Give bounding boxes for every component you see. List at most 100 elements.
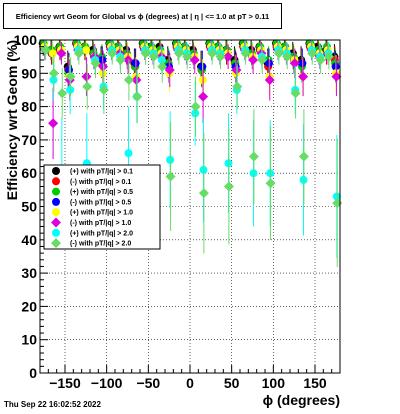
legend-marker [52,228,60,237]
data-point [40,44,51,55]
legend-entry: (-) with pT/|q| > 0.5 [52,197,131,206]
data-point [140,48,151,59]
legend-marker [52,187,60,196]
data-point [298,151,309,162]
legend: (+) with pT/|q| > 0.1 (-) with pT/|q| > 0… [43,164,161,250]
legend-marker [51,217,61,228]
data-point [331,71,342,82]
x-tick-label: −150 [49,375,81,391]
data-point [48,68,59,79]
data-point [240,48,251,59]
x-tick-label: 150 [303,375,327,391]
x-tick-label: 0 [186,375,194,391]
legend-entry: (+) with pT/|q| > 0.5 [52,187,133,196]
data-point [98,84,109,95]
data-point [215,51,226,62]
data-point [232,81,243,92]
y-tick-label: 70 [21,132,37,148]
data-point [107,48,118,59]
data-point [124,149,133,158]
legend-label: (-) with pT/|q| > 2.0 [70,241,131,248]
y-tick-label: 80 [21,99,37,115]
data-point [81,71,92,82]
data-point [323,51,334,62]
data-point [190,101,201,112]
data-point [290,88,301,99]
data-point [48,118,59,129]
legend-entry: (+) with pT/|q| > 2.0 [52,228,133,237]
y-tick-label: 0 [29,365,37,381]
data-series [38,39,343,267]
data-point [115,54,126,65]
legend-marker [52,177,60,186]
x-tick-label: −100 [91,375,123,391]
grid [40,40,340,373]
data-point [315,54,326,65]
data-point [273,48,284,59]
legend-marker [52,208,60,217]
legend-label: (-) with pT/|q| > 0.1 [70,179,131,186]
data-point [248,151,259,162]
data-point [157,61,168,72]
legend-label: (-) with pT/|q| > 1.0 [70,220,131,227]
data-point [223,51,234,62]
series-8 [40,40,343,267]
data-point [198,188,209,199]
data-point [123,74,134,85]
y-tick-label: 20 [21,298,37,314]
data-point [332,198,343,209]
y-tick-label: 90 [21,65,37,81]
legend-entry: (-) with pT/|q| > 0.1 [52,177,131,186]
y-tick-label: 30 [21,265,37,281]
legend-entry: (-) with pT/|q| > 2.0 [51,238,131,249]
chart-title: Efficiency wrt Geom for Global vs ϕ (deg… [3,3,282,29]
legend-marker [52,197,60,206]
y-tick-label: 10 [21,332,37,348]
data-point [189,54,200,65]
axes: −150 −100 −50 0 50 100 150 0 10 20 30 40 50 60 70 80 90 1… [14,32,341,391]
data-point [82,81,93,92]
y-axis-title: Efficiency wrt Geom (%) [4,40,20,200]
data-point [56,48,67,59]
legend-label: (+) with pT/|q| > 2.0 [70,230,133,237]
timestamp: Thu Sep 22 16:02:52 2022 [4,400,101,409]
data-point [248,54,259,65]
x-tick-label: 50 [224,375,240,391]
y-tick-label: 100 [14,32,38,48]
data-point [182,51,193,62]
data-point [265,178,276,189]
data-point [123,54,134,65]
y-tick-label: 40 [21,232,37,248]
data-point [173,48,184,59]
x-tick-label: −50 [136,375,160,391]
data-point [257,54,268,65]
data-point [132,91,143,102]
y-tick-label: 50 [21,199,37,215]
legend-label: (+) with pT/|q| > 0.5 [70,189,133,196]
data-point [282,51,293,62]
data-point [90,58,101,69]
x-tick-label: 100 [262,375,286,391]
legend-marker [52,167,60,175]
data-point [207,48,218,59]
legend-label: (+) with pT/|q| > 0.1 [70,169,133,176]
data-point [289,58,300,69]
data-point [65,71,76,82]
data-point [264,74,275,85]
data-point [223,181,234,192]
data-point [48,49,57,58]
data-point [164,64,175,75]
y-tick-label: 60 [21,165,37,181]
legend-entry: (+) with pT/|q| > 1.0 [52,208,133,217]
data-point [57,88,68,99]
data-point [165,171,176,182]
legend-box [43,164,161,250]
data-point [298,71,309,82]
legend-label: (-) with pT/|q| > 0.5 [70,199,131,206]
x-axis-title: ϕ (degrees) [263,392,340,408]
data-point [148,51,159,62]
data-point [198,91,209,102]
legend-entry: (-) with pT/|q| > 1.0 [51,217,131,228]
data-point [307,48,318,59]
